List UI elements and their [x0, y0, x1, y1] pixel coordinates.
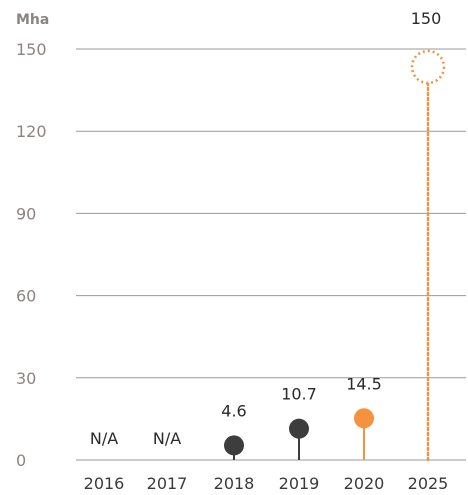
y-unit-label: Mha [16, 12, 49, 28]
data-label-2019: 10.7 [281, 385, 317, 404]
point-2020 [354, 408, 374, 429]
y-tick-label: 30 [16, 369, 36, 388]
x-tick-labels: 2016 2017 2018 2019 2020 2025 [84, 474, 449, 493]
data-label-na: N/A [153, 429, 181, 448]
gridlines [76, 48, 466, 461]
y-tick-label: 0 [16, 451, 26, 470]
data-marks: N/A N/A 4.6 10.7 14.5 150 [90, 9, 446, 462]
y-tick-label: 60 [16, 287, 36, 306]
y-tick-label: 120 [16, 122, 47, 141]
data-label-2018: 4.6 [221, 401, 246, 420]
y-tick-label: 90 [16, 204, 36, 223]
x-tick-label: 2025 [408, 474, 449, 493]
x-tick-label: 2019 [279, 474, 320, 493]
x-tick-label: 2020 [344, 474, 385, 493]
data-label-na: N/A [90, 429, 118, 448]
point-2019 [289, 418, 309, 439]
x-tick-label: 2016 [84, 474, 125, 493]
point-2018 [224, 435, 244, 456]
data-label-2025: 150 [411, 9, 442, 28]
x-tick-label: 2018 [214, 474, 255, 493]
x-tick-label: 2017 [147, 474, 188, 493]
target-point-2025 [410, 49, 446, 85]
y-tick-labels: 0 30 60 90 120 150 [16, 40, 47, 470]
y-tick-label: 150 [16, 40, 47, 59]
data-label-2020: 14.5 [346, 374, 382, 393]
